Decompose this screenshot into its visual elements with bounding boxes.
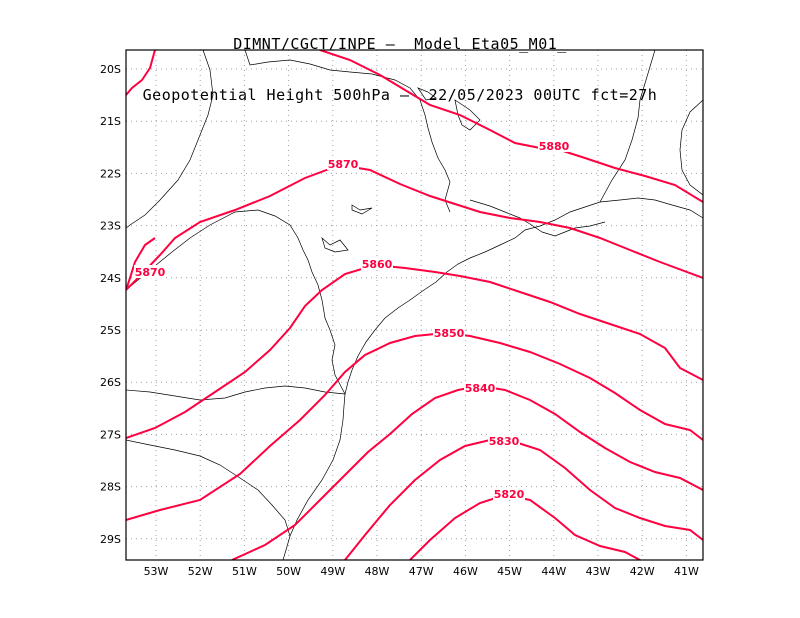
coastline-borders — [126, 50, 703, 560]
border-es — [599, 50, 656, 203]
lon-tick-label: 44W — [541, 565, 566, 578]
lat-tick-label: 28S — [100, 481, 121, 494]
contour-5830 — [344, 438, 703, 560]
contour-label-5870: 5870 — [328, 158, 359, 171]
lon-tick-label: 48W — [365, 565, 390, 578]
lat-tick-label: 23S — [100, 220, 121, 233]
lat-tick-label: 24S — [100, 272, 121, 285]
contour-5860 — [126, 263, 703, 439]
northern-coast — [679, 99, 703, 196]
lake-1 — [351, 204, 373, 215]
contour-label-5850: 5850 — [434, 327, 465, 340]
lon-tick-label: 45W — [497, 565, 522, 578]
lon-tick-label: 51W — [232, 565, 257, 578]
border-pr-sc — [126, 385, 346, 401]
border-sc-rs — [126, 439, 291, 537]
border-rj — [469, 199, 543, 233]
border-north — [126, 50, 214, 229]
lat-tick-label: 22S — [100, 167, 121, 180]
coastline — [282, 197, 703, 560]
lat-tick-label: 21S — [100, 115, 121, 128]
contour-5840 — [231, 384, 703, 560]
lat-tick-label: 25S — [100, 324, 121, 337]
border-mg-sp — [244, 50, 451, 213]
contour-label-5830: 5830 — [489, 435, 520, 448]
river-parana — [126, 209, 319, 291]
lon-tick-label: 47W — [409, 565, 434, 578]
title-line-2: Geopotential Height 500hPa – 22/05/2023 … — [142, 86, 658, 104]
contour-5820 — [409, 493, 641, 560]
contour-5880 — [319, 50, 703, 203]
geopotential-contours — [126, 50, 703, 560]
coast-bay — [541, 221, 606, 237]
contour-label-5880: 5880 — [539, 140, 570, 153]
lon-tick-label: 43W — [586, 565, 611, 578]
lat-tick-label: 26S — [100, 376, 121, 389]
lon-tick-label: 42W — [630, 565, 655, 578]
contour-5870 — [126, 163, 703, 291]
contour-label-5860: 5860 — [362, 258, 393, 271]
lon-tick-label: 52W — [188, 565, 213, 578]
contour-label-5820: 5820 — [494, 488, 525, 501]
contour-5850 — [126, 331, 703, 521]
latitude-tick-labels: 20S 21S 22S 23S 24S 25S 26S 27S 28S 29S — [100, 63, 121, 546]
lon-tick-label: 41W — [674, 565, 699, 578]
contour-5870-west — [126, 237, 156, 291]
lake-4 — [417, 87, 437, 101]
lake-2 — [321, 236, 349, 253]
lat-lon-grid — [126, 50, 703, 560]
contour-5880-nw — [126, 50, 156, 96]
border-west — [317, 284, 346, 395]
title-line-1: DIMNT/CGCT/INPE – Model Eta05_M01_ — [233, 35, 567, 53]
contour-labels: 5880 5870 5870 5860 5850 5840 5830 5820 — [134, 139, 570, 501]
map-frame — [125, 49, 704, 561]
contour-label-5870-west: 5870 — [135, 266, 166, 279]
lat-tick-label: 20S — [100, 63, 121, 76]
lon-tick-label: 46W — [453, 565, 478, 578]
contour-label-5840: 5840 — [465, 382, 496, 395]
lat-tick-label: 27S — [100, 428, 121, 441]
lat-tick-label: 29S — [100, 533, 121, 546]
lon-tick-label: 53W — [144, 565, 169, 578]
lon-tick-label: 49W — [320, 565, 345, 578]
map-title: DIMNT/CGCT/INPE – Model Eta05_M01_ Geopo… — [0, 2, 800, 121]
lon-tick-label: 50W — [276, 565, 301, 578]
longitude-tick-labels: 53W 52W 51W 50W 49W 48W 47W 46W 45W 44W 43W 42W 41W — [144, 565, 699, 578]
